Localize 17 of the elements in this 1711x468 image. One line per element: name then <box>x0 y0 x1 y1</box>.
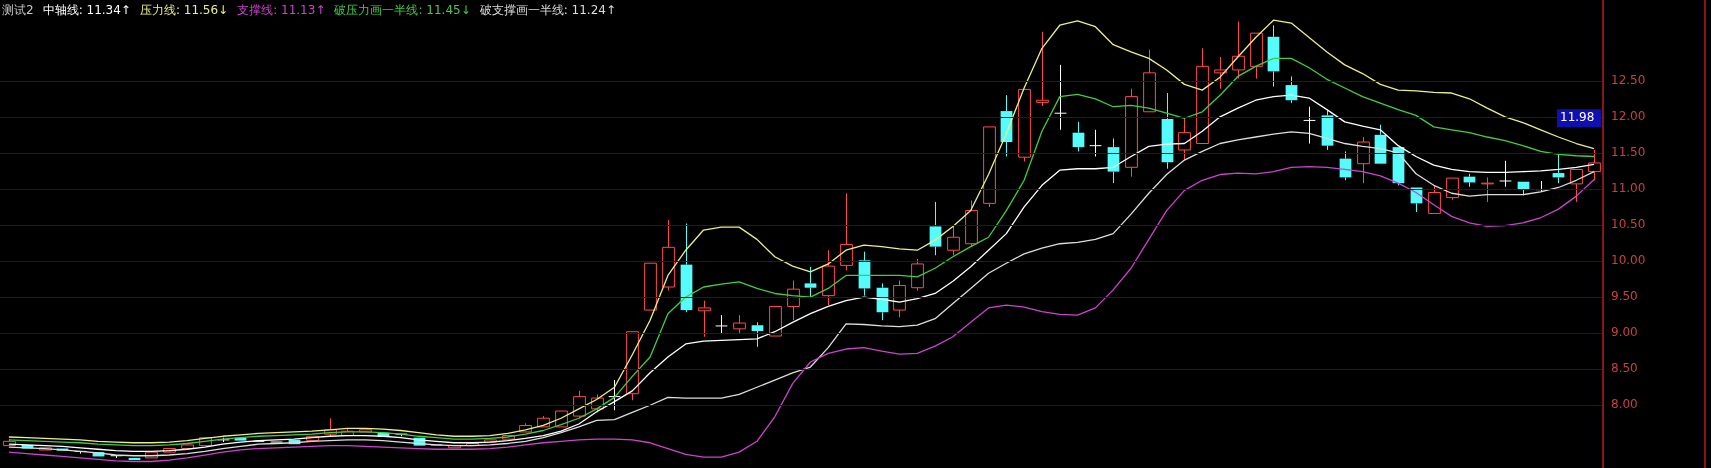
text: 支撑线: 11.13↑ <box>237 2 326 19</box>
text: 压力线: 11.56↓ <box>139 2 229 19</box>
text: 中轴线: 11.34↑ <box>42 2 131 19</box>
y-tick-label: 8.00 <box>1611 397 1638 412</box>
y-tick-label: 12.50 <box>1611 72 1646 87</box>
y-tick-label: 9.50 <box>1611 289 1638 304</box>
y-tick-label: 10.50 <box>1611 217 1646 232</box>
y-tick-label: 10.00 <box>1611 253 1646 268</box>
text: 破支撑画一半线: 11.24↑ <box>479 2 616 19</box>
y-tick-label: 9.00 <box>1611 325 1638 340</box>
chart-title: 测试2 <box>2 2 34 19</box>
text: 破压力画一半线: 11.45↓ <box>334 2 471 19</box>
y-tick-label: 12.00 <box>1611 108 1646 123</box>
y-tick-label: 11.50 <box>1611 145 1646 159</box>
y-tick-label: 11.00 <box>1611 181 1646 196</box>
annotation: 11.98 <box>1560 110 1595 125</box>
y-tick-label: 8.50 <box>1611 361 1638 376</box>
